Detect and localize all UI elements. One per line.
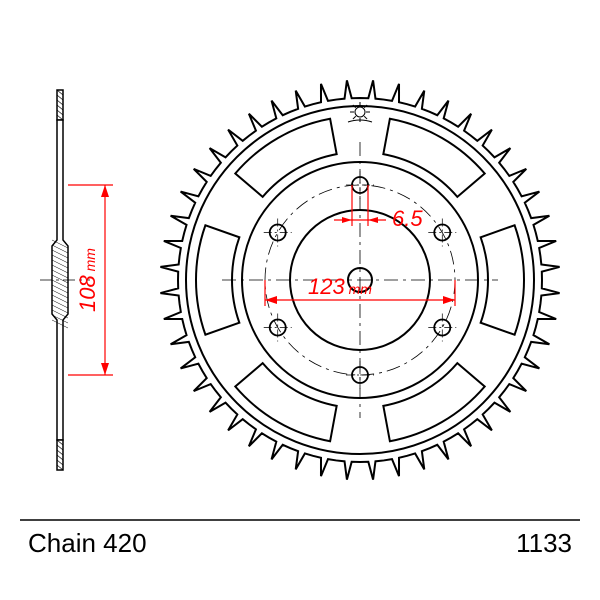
sprocket-diagram: 108 mm6.5123 mmChain 4201133 [0, 0, 600, 600]
chain-label: Chain 420 [28, 528, 147, 558]
part-number: 1133 [516, 528, 572, 558]
svg-text:6.5: 6.5 [392, 206, 423, 231]
svg-text:108 mm: 108 mm [75, 248, 100, 312]
